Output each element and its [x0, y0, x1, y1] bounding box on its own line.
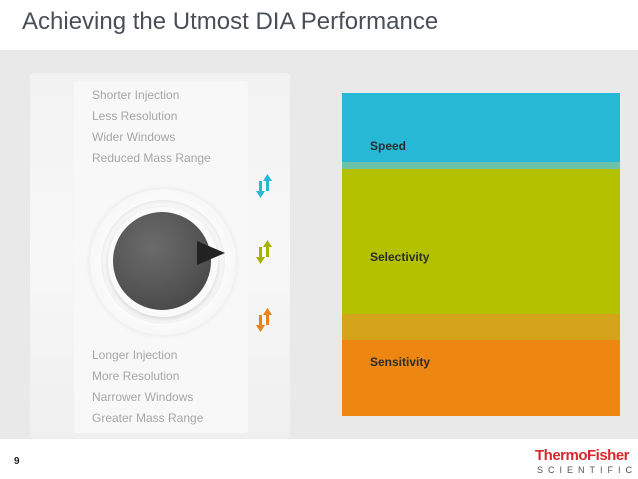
selectivity-sensitivity-overlap — [342, 314, 620, 340]
selectivity-label: Selectivity — [370, 250, 430, 264]
brand-logo: ThermoFisher — [535, 447, 630, 464]
dial-option-more-resolution: More Resolution — [92, 369, 180, 383]
dial-option-greater-mass-range: Greater Mass Range — [92, 411, 204, 425]
sensitivity-tradeoff-arrows-icon — [256, 308, 272, 332]
dial-pointer-icon — [197, 241, 225, 265]
dial-knob[interactable] — [113, 212, 211, 310]
speed-tradeoff-arrows-icon — [256, 174, 272, 198]
dial-option-wider-windows: Wider Windows — [92, 130, 176, 144]
brand-logo-sub: SCIENTIFIC — [537, 465, 638, 475]
dial-option-longer-injection: Longer Injection — [92, 348, 178, 362]
dial-option-narrower-windows: Narrower Windows — [92, 390, 194, 404]
selectivity-band — [342, 199, 620, 314]
sensitivity-label: Sensitivity — [370, 355, 431, 369]
sensitivity-band — [342, 340, 620, 416]
dial-option-less-resolution: Less Resolution — [92, 109, 178, 123]
page-number: 9 — [14, 456, 20, 467]
speed-band — [342, 93, 620, 169]
selectivity-band-top — [342, 169, 620, 199]
performance-bands: Speed Selectivity Sensitivity — [342, 93, 620, 416]
dial-option-shorter-injection: Shorter Injection — [92, 88, 180, 102]
selectivity-tradeoff-arrows-icon — [256, 240, 272, 264]
speed-label: Speed — [370, 139, 407, 153]
dial-option-reduced-mass-range: Reduced Mass Range — [92, 151, 211, 165]
slide-title: Achieving the Utmost DIA Performance — [22, 8, 439, 35]
